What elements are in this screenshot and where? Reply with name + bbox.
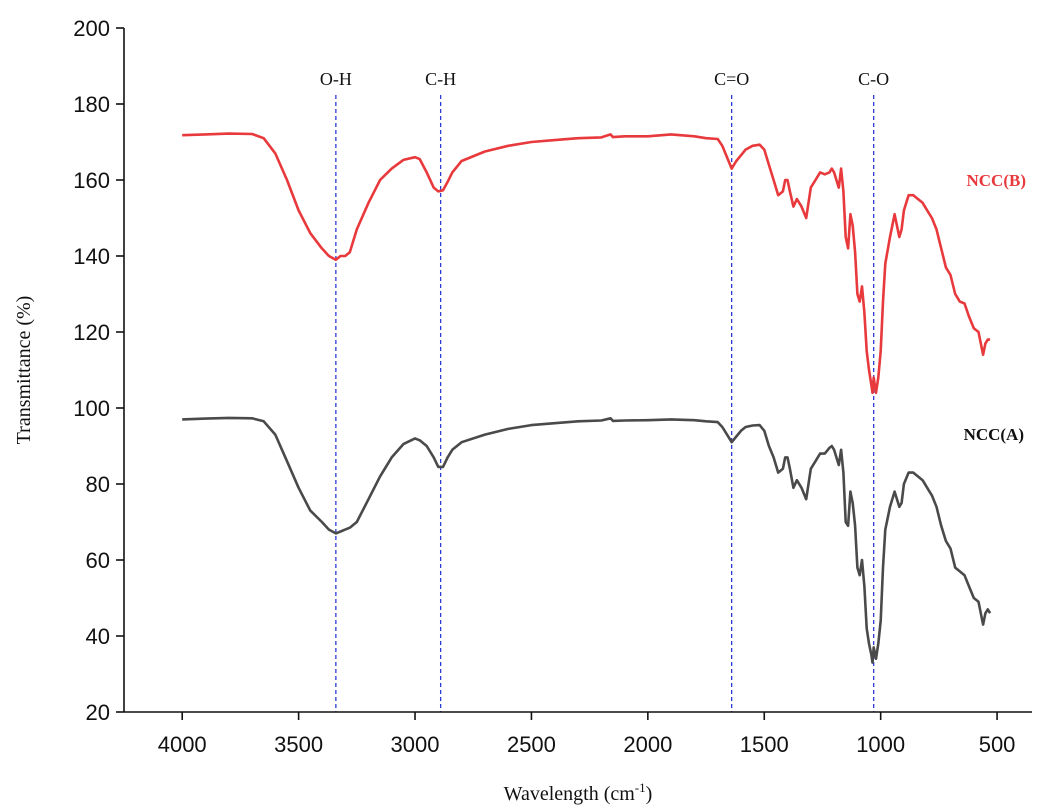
y-tick-label: 160 (73, 168, 110, 193)
y-tick-label: 140 (73, 244, 110, 269)
x-tick-label: 2000 (623, 732, 672, 757)
x-tick-label: 1000 (856, 732, 905, 757)
y-axis-title: Transmittance (%) (13, 296, 35, 445)
x-tick-label: 500 (979, 732, 1016, 757)
x-axis-title-close: ) (646, 783, 653, 805)
x-axis-title-text: Wavelength (cm (504, 783, 636, 805)
peak-label: C-H (425, 69, 456, 89)
x-tick-label: 2500 (507, 732, 556, 757)
y-tick-label: 200 (73, 16, 110, 41)
x-axis-title: Wavelength (cm-1) (504, 780, 653, 805)
peak-label: C=O (714, 69, 749, 89)
x-tick-label: 3500 (274, 732, 323, 757)
y-tick-label: 40 (86, 624, 110, 649)
series-line (182, 132, 991, 395)
y-ticks: 20 40 60 80 100 120 140 160 180 200 (73, 16, 124, 725)
y-tick-label: 120 (73, 320, 110, 345)
y-tick-label: 100 (73, 396, 110, 421)
x-ticks: 4000 3500 3000 2500 2000 1500 1000 500 (158, 712, 1016, 757)
x-tick-label: 4000 (158, 732, 207, 757)
series-layer (182, 132, 992, 664)
peak-label: C-O (858, 69, 889, 89)
x-tick-label: 1500 (740, 732, 789, 757)
peak-annotations: O-H C-H C=O C-O (320, 69, 889, 712)
series-label: NCC(B) (967, 171, 1027, 190)
series-labels: NCC(B) NCC(A) (964, 171, 1026, 444)
y-tick-label: 180 (73, 92, 110, 117)
y-tick-label: 80 (86, 472, 110, 497)
y-tick-label: 20 (86, 700, 110, 725)
series-label: NCC(A) (964, 425, 1024, 444)
x-tick-label: 3000 (391, 732, 440, 757)
axes (123, 28, 1032, 713)
series-line (182, 416, 992, 664)
y-tick-label: 60 (86, 548, 110, 573)
x-axis-title-sup: -1 (635, 780, 646, 795)
peak-label: O-H (320, 69, 352, 89)
